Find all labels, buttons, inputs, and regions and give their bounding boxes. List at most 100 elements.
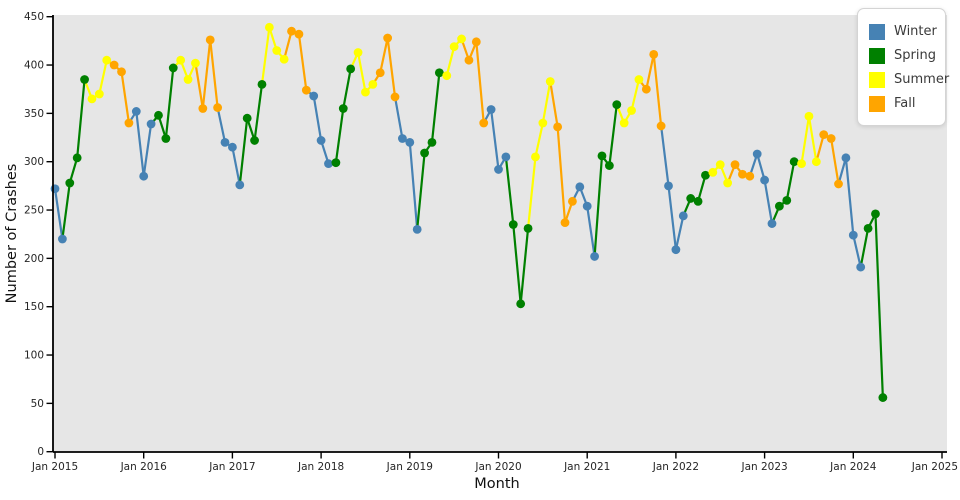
data-point-marker bbox=[671, 245, 681, 255]
data-point-marker bbox=[264, 22, 274, 32]
data-point-marker bbox=[619, 118, 629, 128]
data-point-marker bbox=[50, 184, 60, 194]
data-point-marker bbox=[139, 171, 149, 181]
data-point-marker bbox=[457, 34, 466, 44]
data-point-marker bbox=[723, 178, 733, 188]
line-segment bbox=[830, 137, 840, 186]
data-point-marker bbox=[427, 137, 437, 147]
plot-background bbox=[53, 15, 947, 452]
data-point-marker bbox=[664, 181, 673, 191]
data-point-marker bbox=[87, 94, 97, 104]
line-segment bbox=[837, 156, 848, 186]
line-segment bbox=[393, 95, 404, 140]
data-point-marker bbox=[686, 194, 696, 203]
data-point-marker bbox=[65, 178, 75, 188]
data-point-marker bbox=[183, 75, 193, 84]
data-point-marker bbox=[124, 118, 134, 128]
data-point-marker bbox=[331, 158, 341, 168]
line-segment bbox=[164, 66, 175, 140]
data-point-marker bbox=[434, 68, 444, 78]
data-point-marker bbox=[604, 161, 614, 170]
x-tick-label: Jan 2015 bbox=[31, 461, 78, 473]
data-point-marker bbox=[316, 136, 326, 145]
data-point-marker bbox=[627, 106, 636, 115]
line-segment bbox=[519, 227, 530, 305]
data-point-marker bbox=[767, 219, 777, 228]
line-segment bbox=[201, 38, 212, 110]
data-point-marker bbox=[730, 160, 740, 170]
data-point-marker bbox=[745, 171, 755, 181]
line-segment bbox=[135, 110, 145, 178]
data-point-marker bbox=[774, 201, 784, 211]
line-segment bbox=[652, 53, 663, 128]
line-segment bbox=[645, 53, 655, 91]
line-segment bbox=[859, 227, 870, 269]
line-segment bbox=[209, 38, 219, 109]
x-tick-label: Jan 2016 bbox=[120, 461, 168, 473]
line-segment bbox=[445, 45, 456, 77]
y-tick-label: 150 bbox=[24, 301, 44, 313]
data-point-marker bbox=[708, 167, 718, 177]
legend-label: Summer bbox=[894, 72, 950, 87]
line-segment bbox=[260, 26, 271, 86]
data-point-marker bbox=[878, 393, 888, 402]
data-point-marker bbox=[789, 157, 799, 167]
data-point-marker bbox=[383, 33, 393, 43]
data-point-marker bbox=[590, 252, 599, 261]
line-segment bbox=[216, 106, 227, 144]
data-point-marker bbox=[656, 121, 666, 131]
data-point-marker bbox=[228, 142, 237, 152]
line-segment bbox=[534, 121, 544, 158]
line-segment bbox=[844, 156, 855, 237]
line-segment bbox=[297, 32, 308, 92]
line-segment bbox=[696, 174, 707, 203]
line-segment bbox=[608, 103, 618, 167]
data-point-marker bbox=[301, 85, 311, 95]
data-point-marker bbox=[361, 87, 370, 97]
y-axis-title: Number of Crashes bbox=[4, 164, 20, 304]
legend-swatch bbox=[869, 24, 885, 40]
data-point-marker bbox=[102, 55, 112, 65]
data-point-marker bbox=[161, 134, 171, 143]
data-point-marker bbox=[398, 134, 407, 143]
line-segment bbox=[416, 151, 426, 231]
data-point-marker bbox=[346, 64, 356, 74]
x-tick-label: Jan 2021 bbox=[563, 461, 610, 473]
legend-item-fall: Fall bbox=[869, 92, 935, 116]
line-segment bbox=[556, 125, 567, 224]
data-point-marker bbox=[479, 118, 489, 128]
legend-item-spring: Spring bbox=[869, 44, 936, 68]
data-point-marker bbox=[848, 230, 858, 240]
data-point-marker bbox=[538, 118, 548, 128]
line-segment bbox=[852, 234, 862, 269]
legend-swatch bbox=[869, 48, 885, 64]
data-point-marker bbox=[72, 153, 82, 163]
line-segment bbox=[756, 152, 766, 182]
y-tick-label: 300 bbox=[24, 156, 44, 168]
y-tick-label: 50 bbox=[31, 398, 44, 410]
data-point-marker bbox=[678, 211, 688, 221]
data-point-marker bbox=[154, 110, 163, 120]
legend-label: Spring bbox=[894, 48, 936, 63]
data-point-marker bbox=[508, 220, 518, 229]
data-point-marker bbox=[146, 119, 156, 129]
data-point-marker bbox=[641, 84, 651, 94]
line-segment bbox=[504, 155, 515, 226]
data-point-marker bbox=[131, 107, 141, 116]
data-point-marker bbox=[715, 160, 725, 170]
data-point-marker bbox=[863, 224, 873, 233]
data-point-marker bbox=[368, 79, 378, 89]
x-tick-label: Jan 2020 bbox=[474, 461, 521, 473]
data-point-marker bbox=[471, 37, 481, 47]
line-segment bbox=[549, 80, 559, 129]
y-tick-label: 350 bbox=[24, 108, 44, 120]
data-point-marker bbox=[287, 26, 296, 36]
x-tick-label: Jan 2025 bbox=[911, 461, 958, 473]
line-segment bbox=[660, 124, 670, 187]
x-tick-label: Jan 2022 bbox=[652, 461, 699, 473]
line-segment bbox=[120, 70, 131, 125]
data-point-marker bbox=[272, 46, 282, 55]
line-segment bbox=[379, 36, 389, 74]
data-point-marker bbox=[797, 159, 806, 169]
legend-item-summer: Summer bbox=[869, 68, 949, 92]
